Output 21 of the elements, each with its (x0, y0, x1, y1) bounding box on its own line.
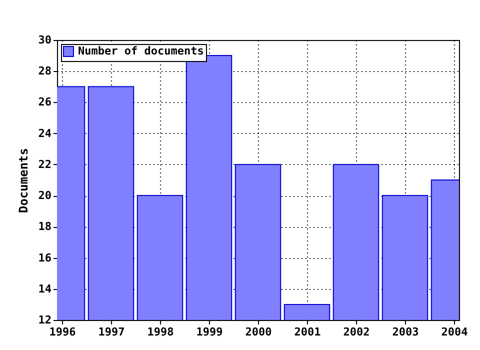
legend-label: Number of documents (78, 44, 204, 58)
x-tick-label: 2002 (343, 326, 370, 338)
x-tick-label: 2000 (245, 326, 272, 338)
x-tick-label: 1998 (147, 326, 174, 338)
y-tick-label: 28 (38, 64, 52, 78)
y-tick-label: 26 (38, 96, 52, 109)
y-tick-label: 30 (38, 34, 52, 46)
x-tick-label: 1997 (98, 326, 125, 338)
x-tick-label: 1999 (196, 326, 223, 338)
y-tick-label: 20 (38, 189, 52, 202)
y-tick-label: 22 (38, 158, 52, 171)
x-tick-label: 1996 (49, 326, 76, 338)
x-tick-label: 2003 (392, 326, 419, 338)
x-tick-label: 2001 (294, 326, 322, 338)
y-tick-label: 12 (38, 314, 52, 326)
y-axis-title: Documents (16, 148, 30, 214)
x-tick-label: 2004 (441, 326, 468, 338)
y-tick-label: 16 (38, 251, 52, 264)
y-tick-label: 18 (38, 220, 52, 234)
y-tick-label: 24 (38, 126, 52, 140)
y-tick-label: 14 (38, 282, 52, 296)
